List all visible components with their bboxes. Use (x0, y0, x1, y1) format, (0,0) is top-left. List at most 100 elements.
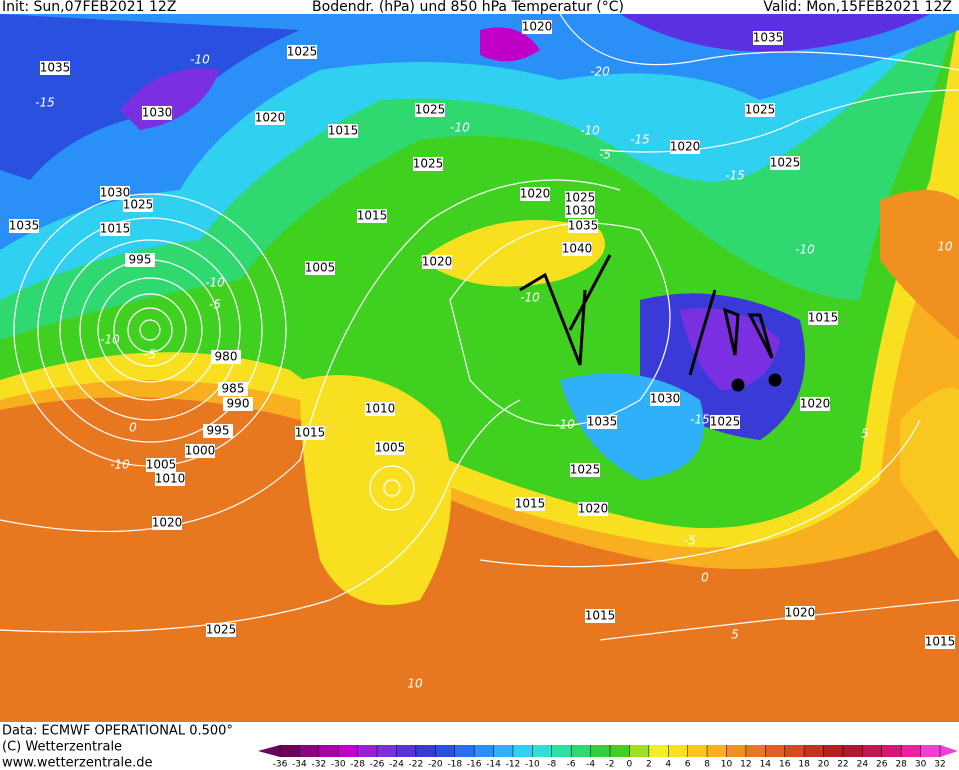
colorbar-tick-label: -36 (273, 760, 288, 770)
colorbar-tick-label: -18 (447, 760, 462, 770)
isobar-label-box (155, 472, 185, 486)
colorbar-swatch (532, 745, 553, 757)
temperature-label: -10 (190, 53, 210, 67)
colorbar-swatch (357, 745, 378, 757)
init-time: Init: Sun,07FEB2021 12Z (2, 0, 176, 15)
isobar-label: 1030 (650, 392, 681, 406)
colorbar-end (940, 745, 958, 757)
isobar-label-box (565, 204, 595, 218)
isobar-label: 1015 (925, 635, 956, 649)
colorbar-swatch (415, 745, 436, 757)
isobar-label: 1005 (375, 441, 406, 455)
colorbar-tick-label: 26 (876, 760, 888, 770)
isobar-label: 1010 (365, 402, 396, 416)
temperature-label: -10 (795, 243, 815, 257)
isobar-label-box (562, 242, 592, 256)
colorbar-swatch (687, 745, 708, 757)
colorbar-tick-label: -2 (606, 760, 615, 770)
isobar-label-box (211, 350, 241, 364)
temperature-label: -5 (599, 148, 611, 162)
isobar-label: 1025 (770, 156, 801, 170)
isobar-label: 1005 (305, 261, 336, 275)
temperature-label: -20 (590, 65, 610, 79)
isobar-label: 1010 (155, 472, 186, 486)
colorbar-tick-label: 22 (837, 760, 848, 770)
isobar-label-box (357, 209, 387, 223)
colorbar-tick-label: 18 (798, 760, 810, 770)
isobar-label: 1015 (328, 124, 359, 138)
isobar-label-box (218, 382, 248, 396)
isobar-label: 1020 (520, 187, 551, 201)
temperature-label: 0 (701, 571, 709, 585)
valid-time: Valid: Mon,15FEB2021 12Z (763, 0, 952, 15)
isobar-label-box (185, 444, 215, 458)
temperature-label: -10 (520, 291, 540, 305)
colorbar-tick-label: 24 (857, 760, 869, 770)
isobar-label: 1035 (753, 31, 784, 45)
colorbar-swatch (862, 745, 883, 757)
isobar-label-box (585, 609, 615, 623)
colorbar-tick-label: -8 (547, 760, 556, 770)
colorbar-swatch (745, 745, 766, 757)
isobar-label-box (578, 502, 608, 516)
colorbar-tick-label: 20 (818, 760, 830, 770)
isobar-label-box (287, 45, 317, 59)
temperature-label: -5 (144, 348, 156, 362)
temperature-label: -15 (725, 169, 745, 183)
isobar-label-box (422, 255, 452, 269)
colorbar-tick-label: 32 (934, 760, 945, 770)
isobar-label-box (710, 415, 740, 429)
isobar-label: 1025 (415, 103, 446, 117)
colorbar-tick-label: -26 (370, 760, 385, 770)
isobar-label-box (753, 31, 783, 45)
isobar-label: 1025 (206, 623, 237, 637)
temperature-label: -15 (630, 133, 650, 147)
colorbar-swatch (512, 745, 533, 757)
colorbar-swatch (299, 745, 320, 757)
isobar-label: 1030 (565, 204, 596, 218)
colorbar-tick-label: 30 (915, 760, 927, 770)
isobar-label: 1015 (515, 497, 546, 511)
isobar-label-box (770, 156, 800, 170)
data-source: Data: ECMWF OPERATIONAL 0.500° (2, 724, 233, 739)
colorbar-swatch (668, 745, 689, 757)
colorbar-tick-label: -32 (311, 760, 326, 770)
colorbar-swatch (823, 745, 844, 757)
colorbar-swatch (280, 745, 300, 757)
isobar-label-box (152, 516, 182, 530)
isobar-label: 1020 (152, 516, 183, 530)
colorbar-tick-label: -28 (350, 760, 365, 770)
isobar-label: 1020 (578, 502, 609, 516)
colorbar-swatch (571, 745, 592, 757)
isobar-label: 1025 (710, 415, 741, 429)
colorbar-swatch (551, 745, 572, 757)
colorbar-tick-label: -4 (586, 760, 595, 770)
temperature-label: -10 (555, 418, 575, 432)
temperature-label: 10 (937, 240, 953, 254)
isobar-label: 1025 (570, 463, 601, 477)
isobar-label: 1020 (670, 140, 701, 154)
isobar-label: 985 (222, 382, 245, 396)
colorbar-tick-label: -34 (292, 760, 307, 770)
colorbar-swatch (318, 745, 339, 757)
isobar-label-box (568, 219, 598, 233)
isobar-label: 1000 (185, 444, 216, 458)
annotation-arrows (519, 254, 782, 392)
isobar-label: 1030 (142, 106, 173, 120)
isobar-label-box (925, 635, 955, 649)
isobar-label: 990 (227, 397, 250, 411)
colorbar-tick-label: 2 (646, 760, 652, 770)
colorbar-tick-label: -14 (486, 760, 501, 770)
isobar-label-box (808, 311, 838, 325)
isobar-label-box (142, 106, 172, 120)
colorbar-swatch (920, 745, 941, 757)
isobar-label: 1015 (100, 222, 131, 236)
map-title: Bodendr. (hPa) und 850 hPa Temperatur (°… (312, 0, 624, 15)
temperature-label: -10 (450, 121, 470, 135)
isobar-label-box (125, 253, 155, 267)
colorbar-tick-label: 6 (685, 760, 691, 770)
colorbar-end (258, 745, 280, 757)
isobar-label-box (305, 261, 335, 275)
colorbar-swatch (435, 745, 456, 757)
